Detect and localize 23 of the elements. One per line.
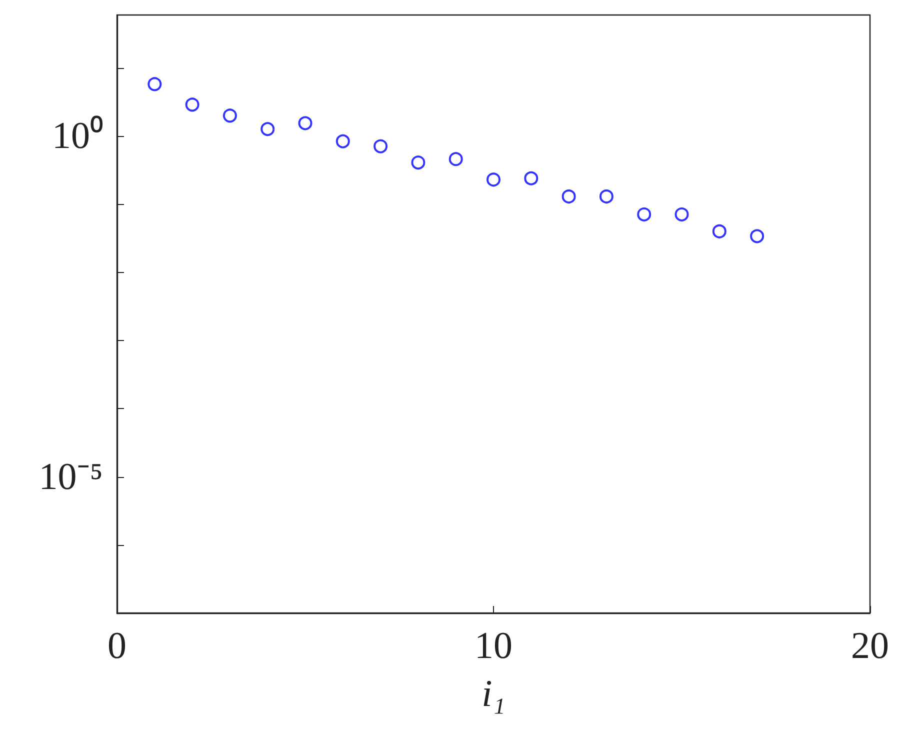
point — [374, 139, 388, 154]
point — [222, 108, 237, 123]
point — [637, 207, 652, 222]
point — [599, 190, 614, 204]
x-tick-label: 20 — [851, 625, 889, 667]
point — [712, 224, 726, 238]
point — [448, 152, 463, 166]
point — [411, 156, 426, 170]
point — [298, 116, 312, 130]
point — [750, 229, 764, 244]
point — [336, 134, 350, 148]
x-tick-label: 0 — [108, 625, 126, 667]
point — [148, 77, 162, 92]
y-tick-label: 10⁰ — [52, 115, 103, 158]
point — [260, 122, 275, 136]
point — [185, 98, 200, 112]
point — [562, 190, 576, 204]
point — [524, 171, 538, 186]
x-tick-label: 10 — [474, 625, 512, 667]
point — [674, 207, 689, 222]
y-tick-label: 10⁻⁵ — [38, 456, 103, 498]
x-axis-title: i₁ — [482, 673, 506, 715]
point — [486, 172, 500, 187]
